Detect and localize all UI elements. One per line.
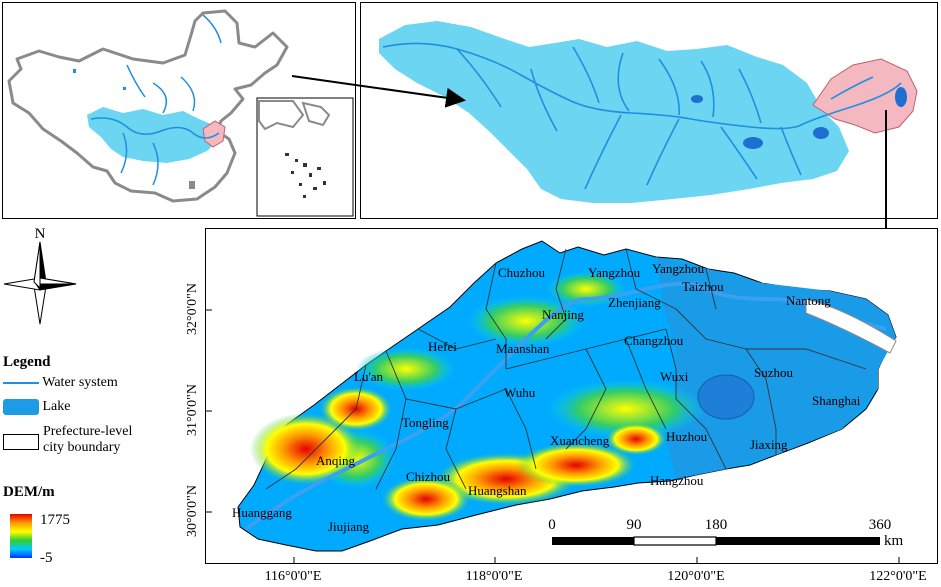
dem-title: DEM/m: [3, 484, 55, 500]
basin-lakes: [691, 87, 907, 149]
legend-item-water-system: Water system: [3, 375, 118, 391]
yangtze-river: [244, 282, 887, 531]
scale-tick-label: 360: [869, 517, 892, 533]
yangtze-basin-map: [379, 21, 918, 203]
longitude-labels: 116°0'0"E 118°0'0"E 120°0'0"E 122°0'0"E: [265, 569, 927, 584]
yangtze-delta-overview: [202, 120, 226, 148]
city-label: Jiaxing: [750, 437, 788, 452]
city-label: Changzhou: [624, 333, 684, 348]
city-label: Maanshan: [496, 341, 550, 356]
yangtze-basin-overview: [87, 107, 217, 163]
yangtze-basin-inset: [360, 2, 938, 219]
dem-max-label: 1775: [40, 512, 70, 528]
city-label: Nanjing: [542, 307, 584, 322]
rivers-overview: [90, 14, 222, 186]
city-label: Wuxi: [660, 369, 689, 384]
city-label: Tongling: [402, 415, 449, 430]
legend-title: Legend: [3, 354, 51, 370]
scale-tick-label: 0: [548, 517, 556, 533]
yangtze-estuary: [805, 298, 897, 354]
dem-min-label: -5: [40, 550, 53, 566]
city-label: Wuhu: [504, 385, 536, 400]
yangtze-delta-area: [812, 58, 918, 134]
scale-unit: km: [884, 533, 904, 549]
city-label: Suzhou: [754, 365, 794, 380]
lon-label: 116°0'0"E: [265, 569, 322, 584]
lat-label: 32°0'0"N: [185, 283, 200, 335]
city-label: Huangshan: [468, 483, 527, 498]
dem-color-ramp: [10, 514, 32, 558]
boundary-outline-symbol: [3, 434, 39, 450]
city-label: Huzhou: [666, 429, 708, 444]
lake-fill-symbol: [3, 399, 39, 415]
city-label: Xuancheng: [550, 433, 610, 448]
south-china-sea-islands: [285, 153, 326, 198]
city-label: Shanghai: [812, 393, 861, 408]
legend-item-boundary: Prefecture-level city boundary: [3, 424, 132, 456]
china-border: [7, 9, 289, 203]
rivers-basin: [382, 42, 902, 190]
legend-label: Lake: [42, 399, 71, 415]
dem-main-map: Chuzhou Yangzhou Yangzhou Taizhou Nanton…: [206, 240, 904, 563]
scale-tick-label: 90: [627, 517, 642, 533]
city-label: Jiujiang: [328, 519, 370, 534]
china-overview-map: [7, 9, 354, 217]
scale-tick-label: 180: [705, 517, 728, 533]
china-overview-inset: [2, 2, 356, 219]
north-arrow: N: [3, 226, 77, 325]
city-label: Lu'an: [354, 369, 384, 384]
city-labels: Chuzhou Yangzhou Yangzhou Taizhou Nanton…: [232, 261, 861, 534]
lon-label: 120°0'0"E: [667, 569, 724, 584]
city-label: Chuzhou: [498, 265, 545, 280]
water-line-symbol: [3, 381, 39, 384]
city-label: Hangzhou: [650, 473, 704, 488]
legend-label: Prefecture-level: [43, 424, 133, 439]
arrow-overview-to-basin: [291, 75, 466, 108]
north-label: N: [35, 226, 46, 242]
taihu-lake: [697, 374, 755, 420]
city-label: Huanggang: [232, 505, 292, 520]
city-label: Taizhou: [682, 279, 724, 294]
lon-label: 118°0'0"E: [466, 569, 523, 584]
city-label: Zhenjiang: [608, 295, 661, 310]
prefecture-boundaries: [265, 248, 867, 490]
legend-item-lake: Lake: [3, 399, 70, 415]
lon-label: 122°0'0"E: [869, 569, 926, 584]
city-label: Chizhou: [406, 469, 451, 484]
legend-label: Water system: [42, 375, 118, 390]
city-label: Anqing: [316, 453, 356, 468]
city-label: Yangzhou: [588, 265, 641, 280]
dem-main-map-frame: Chuzhou Yangzhou Yangzhou Taizhou Nanton…: [205, 228, 938, 564]
lat-label: 30°0'0"N: [185, 485, 200, 537]
latitude-labels: 32°0'0"N 31°0'0"N 30°0'0"N: [185, 283, 200, 537]
city-label: Hefei: [428, 339, 457, 354]
city-label: Nantong: [786, 293, 831, 308]
city-label: Yangzhou: [652, 261, 705, 276]
scale-bar: 0 90 180 360 km: [548, 517, 903, 549]
legend-label: city boundary: [43, 440, 121, 455]
lat-label: 31°0'0"N: [185, 384, 200, 436]
